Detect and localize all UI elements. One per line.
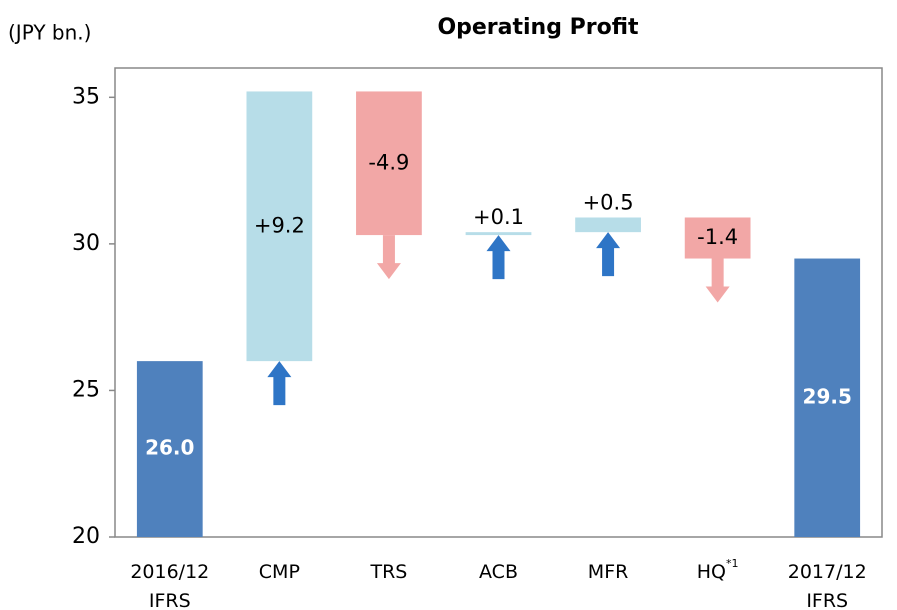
arrow bbox=[705, 258, 730, 303]
x-tick-label-line: 2016/12 bbox=[130, 561, 209, 583]
y-tick-label: 30 bbox=[72, 231, 100, 256]
value-label: 26.0 bbox=[145, 436, 194, 460]
plot-border bbox=[114, 67, 883, 538]
value-label: 29.5 bbox=[803, 384, 852, 408]
value-label: +0.1 bbox=[473, 205, 524, 229]
footnote-mark: *1 bbox=[726, 557, 739, 570]
x-tick-label-line: 2017/12 bbox=[788, 561, 867, 583]
decrease-bar bbox=[356, 91, 422, 236]
x-tick-label-line: IFRS bbox=[149, 590, 191, 610]
chart-title: Operating Profit bbox=[437, 15, 639, 40]
value-label: -1.4 bbox=[697, 225, 738, 249]
y-tick-label: 25 bbox=[72, 377, 100, 402]
total-bar bbox=[136, 361, 203, 537]
increase-bar bbox=[465, 232, 532, 236]
x-tick-label: TRS bbox=[369, 561, 407, 583]
arrow bbox=[596, 232, 621, 277]
value-label: +0.5 bbox=[583, 190, 634, 214]
x-tick-label-line: TRS bbox=[369, 561, 407, 583]
y-tick-label: 20 bbox=[72, 524, 100, 549]
increase-bar bbox=[575, 217, 641, 233]
value-label: +9.2 bbox=[254, 213, 305, 237]
increase-bar bbox=[246, 91, 313, 362]
x-tick-label: ACB bbox=[479, 561, 518, 583]
total-bar bbox=[794, 258, 861, 537]
x-tick-label-line: IFRS bbox=[806, 590, 848, 610]
x-tick-label: HQ*1 bbox=[697, 557, 739, 583]
x-tick-label: CMP bbox=[259, 561, 300, 583]
arrow bbox=[267, 361, 292, 406]
y-tick-label: 35 bbox=[72, 84, 100, 109]
x-tick-label-line: MFR bbox=[588, 561, 629, 583]
x-tick-label-line: HQ bbox=[697, 561, 726, 583]
x-tick-label: 2017/12 IFRS bbox=[788, 561, 867, 610]
x-tick-label: MFR bbox=[588, 561, 629, 583]
x-tick-label-line: CMP bbox=[259, 561, 300, 583]
x-tick-label-line: ACB bbox=[479, 561, 518, 583]
y-axis-label: (JPY bn.) bbox=[8, 21, 91, 45]
x-tick-label: 2016/12 IFRS bbox=[130, 561, 209, 610]
decrease-bar bbox=[684, 217, 751, 259]
arrow bbox=[486, 235, 511, 280]
value-label: -4.9 bbox=[368, 150, 409, 174]
arrow bbox=[376, 235, 401, 280]
